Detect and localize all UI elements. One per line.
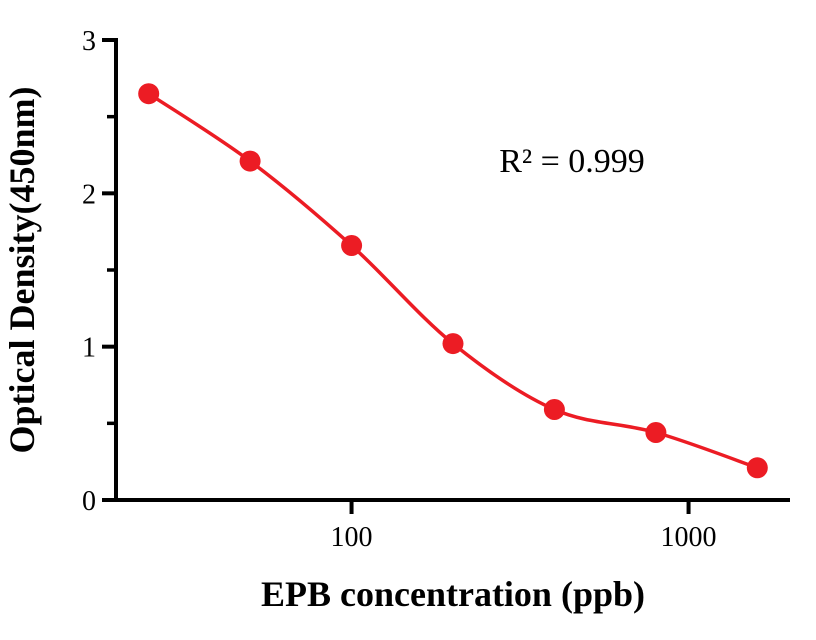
- data-point: [442, 333, 464, 355]
- data-point: [746, 457, 768, 479]
- x-axis-label: EPB concentration (ppb): [261, 574, 645, 614]
- data-point: [645, 422, 667, 443]
- r2-annotation: R² = 0.999: [499, 143, 645, 180]
- x-tick-label: 1000: [661, 522, 717, 553]
- fit-curve: [146, 91, 760, 470]
- data-series: [138, 83, 768, 479]
- y-tick-label: 0: [82, 486, 96, 517]
- y-tick-label: 2: [82, 179, 96, 210]
- y-axis-label: Optical Density(450nm): [2, 87, 42, 454]
- data-point: [138, 83, 160, 105]
- data-point: [239, 150, 261, 172]
- axes: 0 1 2 3 100 1000: [82, 26, 790, 553]
- x-tick-label: 100: [331, 522, 373, 553]
- data-point: [543, 399, 565, 420]
- data-point: [341, 235, 363, 256]
- y-tick-label: 3: [82, 26, 96, 57]
- y-tick-label: 1: [82, 333, 96, 364]
